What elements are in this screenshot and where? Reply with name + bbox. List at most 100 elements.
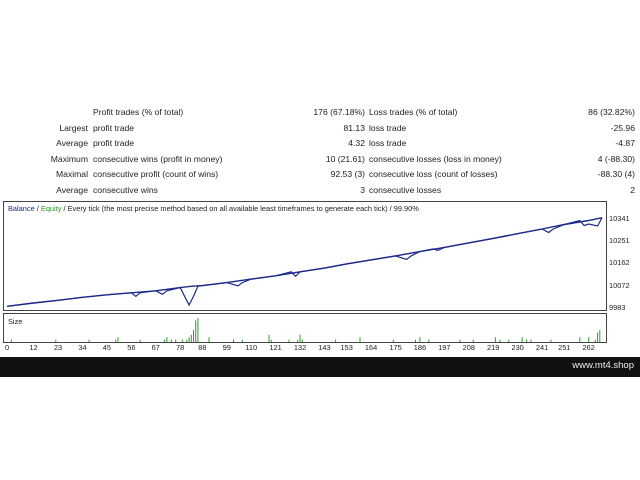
volume-bar [268, 334, 270, 342]
volume-bar [359, 337, 361, 342]
stats-cell-c4: consecutive losses (loss in money) [369, 153, 502, 164]
volume-bar [597, 332, 599, 342]
stats-cell-c3: 92.53 (3) [330, 169, 365, 179]
volume-bar [10, 339, 12, 342]
footer-bar: www.mt4.shop [0, 357, 640, 377]
x-tick-label: 132 [293, 343, 307, 352]
stats-cell-c1: Largest [59, 122, 88, 133]
stats-cell-c1: Maximum [50, 153, 88, 164]
volume-bar [428, 339, 430, 342]
x-tick-label: 251 [558, 343, 571, 352]
stats-cell-c3: 10 (21.61) [325, 153, 365, 164]
volume-bar [301, 339, 303, 342]
volume-bar [175, 339, 177, 342]
volume-bar [170, 339, 172, 342]
volume-bar [579, 337, 581, 342]
volume-bar [459, 339, 461, 342]
size-label: Size [8, 317, 23, 326]
x-tick-label: 121 [269, 343, 282, 352]
volume-bar [164, 339, 166, 342]
volume-bar [88, 339, 90, 342]
y-tick-label: 10341 [609, 213, 630, 223]
stats-cell-c2: consecutive wins [93, 184, 158, 195]
volume-bar [299, 334, 301, 342]
volume-bar [335, 339, 337, 342]
x-tick-label: 23 [53, 343, 63, 352]
x-tick-label: 197 [438, 343, 451, 352]
stats-cell-c2: profit trade [93, 122, 135, 133]
series-equity-line [6, 217, 603, 307]
stats-cell-c2: Profit trades (% of total) [93, 107, 184, 117]
x-tick-label: 12 [29, 343, 38, 352]
volume-bar [494, 337, 496, 342]
stats-cell-c4: consecutive losses [369, 184, 442, 195]
x-tick-label: 219 [487, 343, 500, 352]
legend-equity: Equity [40, 204, 62, 213]
volume-bar [599, 330, 601, 342]
volume-bar [521, 337, 523, 342]
stats-cell-c1: Average [56, 138, 88, 148]
x-tick-label: 143 [318, 343, 331, 352]
x-tick-label: 153 [340, 343, 353, 352]
x-tick-label: 175 [389, 343, 402, 352]
x-tick-label: 208 [462, 343, 475, 352]
legend-balance: Balance [8, 204, 35, 213]
y-tick-label: 10251 [609, 236, 630, 246]
volume-bar [190, 334, 192, 342]
volume-bar [472, 339, 474, 342]
volume-bar [526, 339, 527, 342]
volume-bar [181, 339, 183, 342]
x-tick-label: 241 [535, 343, 549, 352]
stats-row: Average profit trade 4.32 loss trade -4.87 [0, 136, 640, 151]
x-tick-label: 67 [151, 343, 160, 352]
x-axis: 0 12 23 34 45 56 67 78 88 99 110 121 132 143 153 164 175… [0, 343, 640, 355]
volume-bar [530, 339, 532, 342]
stats-row: Average consecutive wins 3 consecutive loss… [0, 183, 640, 198]
volume-bar [288, 339, 290, 342]
stats-cell-c5: 86 (32.82%) [588, 107, 635, 117]
y-tick-label: 9983 [609, 303, 626, 312]
y-tick-label: 10072 [609, 280, 630, 290]
volume-bar [270, 339, 272, 342]
volume-bar [419, 337, 421, 342]
volume-bar [241, 339, 243, 342]
volume-bar [115, 339, 117, 342]
x-tick-label: 186 [413, 343, 427, 352]
x-tick-label: 164 [364, 343, 378, 352]
chart-legend: Balance / Equity / Every tick (the most … [8, 204, 419, 213]
volume-bar [233, 339, 234, 342]
volume-bar [193, 330, 194, 342]
volume-bar [499, 339, 501, 342]
x-tick-label: 99 [222, 343, 231, 352]
stats-row: Maximum consecutive wins (profit in money… [0, 152, 640, 167]
volume-bar [139, 339, 141, 342]
y-axis: 10341 10251 10162 10072 9983 [606, 201, 640, 321]
volume-bar [208, 337, 210, 342]
volume-bar [55, 339, 57, 342]
volume-bar [166, 337, 168, 342]
stats-cell-c4: loss trade [369, 122, 407, 133]
x-tick-label: 262 [582, 343, 595, 352]
legend-description: / Every tick (the most precise method ba… [61, 204, 419, 213]
stats-cell-c4: consecutive loss (count of losses) [369, 169, 498, 179]
volume-bar [297, 339, 299, 342]
stats-cell-c4: Loss trades (% of total) [369, 107, 458, 117]
x-tick-label: 88 [198, 343, 207, 352]
volume-bar [188, 337, 190, 342]
volume-bar [508, 339, 510, 342]
volume-bar [594, 339, 596, 342]
y-tick-label: 10162 [609, 258, 630, 268]
x-tick-label: 45 [102, 343, 112, 352]
stats-cell-c3: 81.13 [343, 122, 365, 133]
stats-cell-c5: -88.30 (4) [597, 169, 635, 179]
stats-row: Profit trades (% of total) 176 (67.18%) Lo… [0, 105, 640, 120]
series-balance-line [6, 217, 603, 307]
size-volume-plot [10, 318, 601, 342]
volume-bar [392, 339, 394, 342]
stats-cell-c3: 4.32 [348, 138, 365, 148]
legend-separator: / [34, 204, 41, 213]
stats-cell-c4: loss trade [369, 138, 407, 148]
volume-bar [195, 320, 197, 342]
stats-row: Largest profit trade 81.13 loss trade -25.96 [0, 121, 640, 136]
x-tick-label: 0 [4, 343, 10, 352]
